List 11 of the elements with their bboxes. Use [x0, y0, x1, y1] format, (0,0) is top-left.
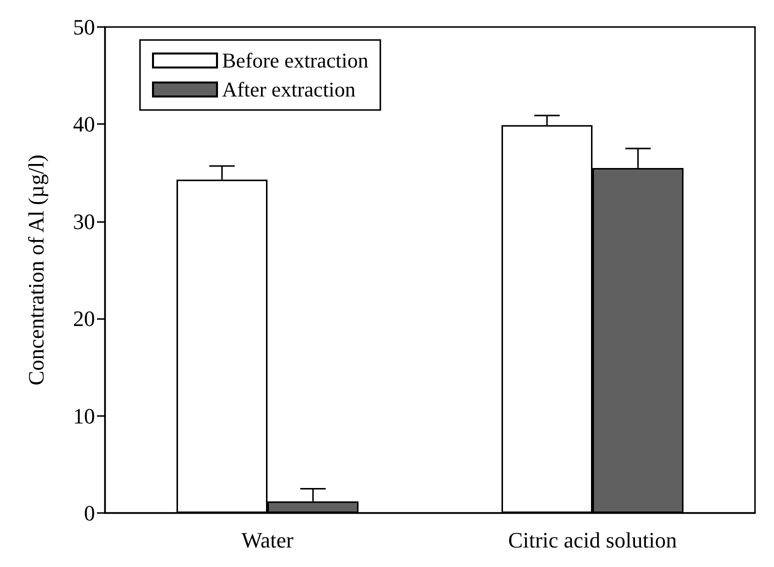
y-tick-label: 50	[73, 14, 95, 40]
y-tick-label: 10	[73, 403, 95, 428]
y-tick-label: 20	[73, 306, 95, 332]
y-tick-label: 30	[73, 208, 95, 234]
legend-label: After extraction	[222, 78, 356, 102]
x-tick-label: Citric acid solution	[508, 528, 677, 552]
y-tick-label: 0	[84, 500, 95, 526]
x-tick-label: Water	[242, 528, 294, 552]
y-tick-label: 40	[73, 112, 95, 137]
y-axis-title: Concentration of Al (µg/l)	[24, 154, 48, 386]
legend-label: Before extraction	[222, 48, 369, 72]
